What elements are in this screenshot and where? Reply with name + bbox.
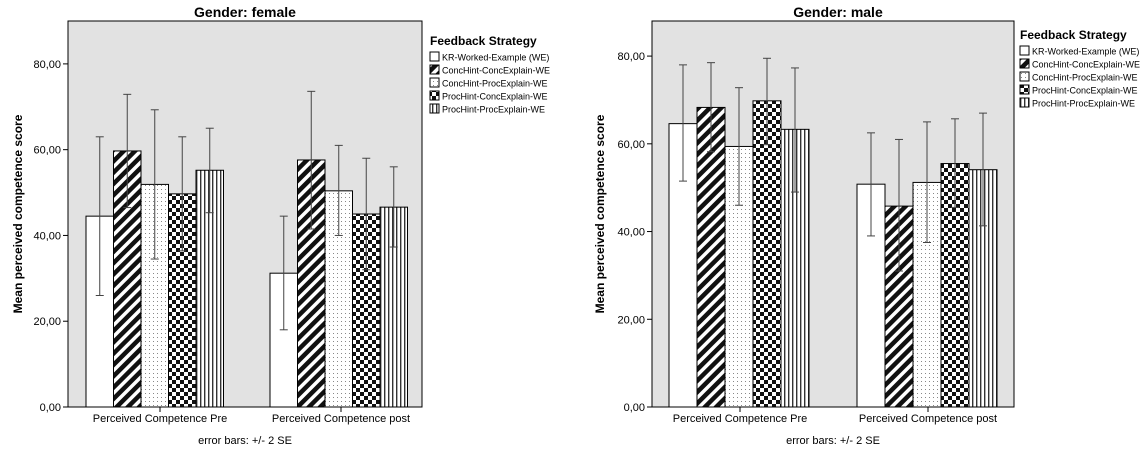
y-tick-label: 40,00	[33, 230, 61, 242]
chart-female: Gender: female 0,00 20,00 40,00 60,00 80,00 Me…	[11, 4, 550, 447]
y-tick-label: 80,00	[33, 59, 61, 71]
legend-item-label: ProcHint-ProcExplain-WE	[1032, 99, 1135, 109]
chart-title: Gender: female	[194, 4, 296, 20]
legend-swatch	[429, 77, 440, 88]
legend-item-label: ProcHint-ProcExplain-WE	[442, 105, 545, 115]
bar	[752, 100, 782, 408]
x-tick-label: Perceived Competence post	[272, 413, 410, 425]
legend-swatch	[429, 90, 440, 101]
legend-swatch	[429, 51, 440, 62]
legend-item-label: ConcHint-ProcExplain-WE	[442, 79, 548, 89]
y-tick-label: 80,00	[617, 51, 645, 63]
legend-item-label: ProcHint-ConcExplain-WE	[1032, 86, 1138, 96]
legend-item-label: ConcHint-ConcExplain-WE	[1032, 60, 1140, 70]
y-tick-label: 40,00	[617, 227, 645, 239]
legend-swatch	[1019, 45, 1030, 56]
y-axis-label: Mean perceived competence score	[593, 114, 607, 313]
legend-item-label: KR-Worked-Example (WE)	[1032, 47, 1139, 57]
legend-swatch	[429, 103, 440, 114]
chart-title: Gender: male	[793, 4, 883, 20]
legend-item-label: KR-Worked-Example (WE)	[442, 53, 549, 63]
y-tick-label: 20,00	[617, 314, 645, 326]
y-tick-label: 0,00	[624, 402, 645, 414]
legend-item-label: ProcHint-ConcExplain-WE	[442, 92, 548, 102]
legend-item-label: ConcHint-ConcExplain-WE	[442, 66, 550, 76]
x-tick-label: Perceived Competence post	[859, 413, 997, 425]
legend-swatch	[429, 64, 440, 75]
legend-title: Feedback Strategy	[430, 34, 537, 48]
legend-swatch	[1019, 84, 1030, 95]
y-tick-label: 60,00	[33, 145, 61, 157]
y-tick-label: 20,00	[33, 316, 61, 328]
x-axis-label: error bars: +/- 2 SE	[198, 435, 292, 447]
bar	[269, 272, 298, 408]
legend-title: Feedback Strategy	[1020, 28, 1127, 42]
x-tick-label: Perceived Competence Pre	[673, 413, 808, 425]
y-tick-label: 60,00	[617, 139, 645, 151]
legend-swatch	[1019, 97, 1030, 108]
bar	[696, 106, 726, 408]
legend-item-label: ConcHint-ProcExplain-WE	[1032, 73, 1138, 83]
y-tick-label: 0,00	[40, 402, 61, 414]
x-tick-label: Perceived Competence Pre	[93, 413, 228, 425]
x-axis-label: error bars: +/- 2 SE	[786, 435, 880, 447]
legend-swatch	[1019, 58, 1030, 69]
y-axis-label: Mean perceived competence score	[11, 114, 25, 313]
legend-swatch	[1019, 71, 1030, 82]
chart-male: Gender: male 0,00 20,00 40,00 60,00 80,00 Mean…	[593, 4, 1140, 447]
